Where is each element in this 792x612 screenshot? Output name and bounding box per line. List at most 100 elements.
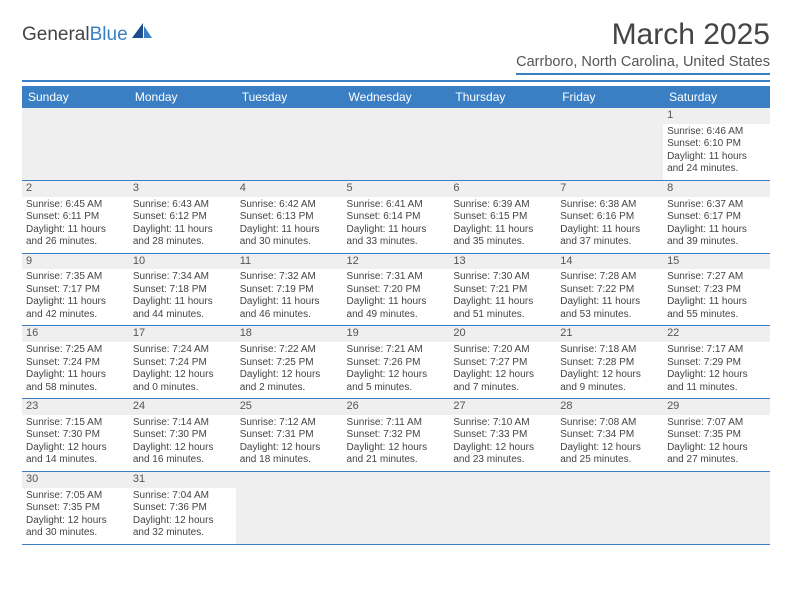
sunrise-text: Sunrise: 7:04 AM: [133, 490, 232, 503]
day-cell: 16Sunrise: 7:25 AMSunset: 7:24 PMDayligh…: [22, 326, 129, 399]
day-cell: 1Sunrise: 6:46 AMSunset: 6:10 PMDaylight…: [663, 108, 770, 180]
sunset-text: Sunset: 7:19 PM: [240, 284, 339, 297]
sunset-text: Sunset: 7:18 PM: [133, 284, 232, 297]
sunrise-text: Sunrise: 7:35 AM: [26, 271, 125, 284]
daylight-text: Daylight: 11 hours and 37 minutes.: [560, 224, 659, 249]
day-cell: [556, 471, 663, 544]
day-cell: 25 Sunrise: 7:12 AMSunset: 7:31 PMDayligh…: [236, 399, 343, 472]
sunset-text: Sunset: 7:28 PM: [560, 357, 659, 370]
day-header: Friday: [556, 86, 663, 108]
week-row: 9Sunrise: 7:35 AMSunset: 7:17 PMDaylight…: [22, 253, 770, 326]
day-number: 30: [22, 472, 129, 488]
daylight-text: Daylight: 11 hours and 28 minutes.: [133, 224, 232, 249]
day-number: 1: [663, 108, 770, 124]
sunrise-text: Sunrise: 7:27 AM: [667, 271, 766, 284]
day-number: 7: [556, 181, 663, 197]
day-cell: [663, 471, 770, 544]
day-header: Tuesday: [236, 86, 343, 108]
logo: GeneralBlue: [22, 24, 153, 46]
sunrise-text: Sunrise: 7:22 AM: [240, 344, 339, 357]
title-block: March 2025 Carrboro, North Carolina, Uni…: [516, 18, 770, 75]
daylight-text: Daylight: 12 hours and 14 minutes.: [26, 442, 125, 467]
daylight-text: Daylight: 11 hours and 26 minutes.: [26, 224, 125, 249]
day-cell: [449, 108, 556, 180]
daylight-text: Daylight: 12 hours and 11 minutes.: [667, 369, 766, 394]
daylight-text: Daylight: 12 hours and 7 minutes.: [453, 369, 552, 394]
daylight-text: Daylight: 12 hours and 2 minutes.: [240, 369, 339, 394]
sunset-text: Sunset: 7:30 PM: [133, 429, 232, 442]
day-header: Monday: [129, 86, 236, 108]
logo-word2: Blue: [90, 24, 128, 45]
sunrise-text: Sunrise: 6:37 AM: [667, 199, 766, 212]
sunset-text: Sunset: 7:24 PM: [133, 357, 232, 370]
sunset-text: Sunset: 7:31 PM: [240, 429, 339, 442]
sunset-text: Sunset: 7:35 PM: [667, 429, 766, 442]
day-cell: 6Sunrise: 6:39 AMSunset: 6:15 PMDaylight…: [449, 180, 556, 253]
week-row: 1Sunrise: 6:46 AMSunset: 6:10 PMDaylight…: [22, 108, 770, 180]
daylight-text: Daylight: 11 hours and 55 minutes.: [667, 296, 766, 321]
daylight-text: Daylight: 12 hours and 23 minutes.: [453, 442, 552, 467]
sunrise-text: Sunrise: 7:25 AM: [26, 344, 125, 357]
sunset-text: Sunset: 7:33 PM: [453, 429, 552, 442]
sunrise-text: Sunrise: 6:46 AM: [667, 126, 766, 139]
sunrise-text: Sunrise: 7:05 AM: [26, 490, 125, 503]
sunset-text: Sunset: 6:16 PM: [560, 211, 659, 224]
day-cell: 7Sunrise: 6:38 AMSunset: 6:16 PMDaylight…: [556, 180, 663, 253]
day-number: 3: [129, 181, 236, 197]
sunrise-text: Sunrise: 6:42 AM: [240, 199, 339, 212]
day-cell: 24Sunrise: 7:14 AMSunset: 7:30 PMDayligh…: [129, 399, 236, 472]
sunrise-text: Sunrise: 6:45 AM: [26, 199, 125, 212]
day-number: 23: [22, 399, 129, 415]
sunset-text: Sunset: 7:24 PM: [26, 357, 125, 370]
sunset-text: Sunset: 7:26 PM: [347, 357, 446, 370]
sunset-text: Sunset: 7:32 PM: [347, 429, 446, 442]
day-number: 26: [343, 399, 450, 415]
day-cell: 26Sunrise: 7:11 AMSunset: 7:32 PMDayligh…: [343, 399, 450, 472]
daylight-text: Daylight: 11 hours and 44 minutes.: [133, 296, 232, 321]
sunrise-text: Sunrise: 7:11 AM: [347, 417, 446, 430]
sunrise-text: Sunrise: 7:14 AM: [133, 417, 232, 430]
day-cell: 20Sunrise: 7:20 AMSunset: 7:27 PMDayligh…: [449, 326, 556, 399]
daylight-text: Daylight: 12 hours and 16 minutes.: [133, 442, 232, 467]
sunrise-text: Sunrise: 7:12 AM: [240, 417, 339, 430]
day-number: 25: [236, 399, 343, 415]
day-cell: 28Sunrise: 7:08 AMSunset: 7:34 PMDayligh…: [556, 399, 663, 472]
daylight-text: Daylight: 12 hours and 25 minutes.: [560, 442, 659, 467]
day-header: Sunday: [22, 86, 129, 108]
day-number: 16: [22, 326, 129, 342]
day-header-row: Sunday Monday Tuesday Wednesday Thursday…: [22, 86, 770, 108]
day-cell: 11Sunrise: 7:32 AMSunset: 7:19 PMDayligh…: [236, 253, 343, 326]
sunset-text: Sunset: 7:34 PM: [560, 429, 659, 442]
day-number: 11: [236, 254, 343, 270]
day-cell: 21Sunrise: 7:18 AMSunset: 7:28 PMDayligh…: [556, 326, 663, 399]
header: GeneralBlue March 2025 Carrboro, North C…: [22, 18, 770, 75]
daylight-text: Daylight: 12 hours and 18 minutes.: [240, 442, 339, 467]
day-cell: [449, 471, 556, 544]
day-number: 12: [343, 254, 450, 270]
sunset-text: Sunset: 7:22 PM: [560, 284, 659, 297]
day-cell: [343, 471, 450, 544]
sunset-text: Sunset: 6:15 PM: [453, 211, 552, 224]
sunset-text: Sunset: 7:35 PM: [26, 502, 125, 515]
daylight-text: Daylight: 12 hours and 27 minutes.: [667, 442, 766, 467]
day-header: Saturday: [663, 86, 770, 108]
week-row: 23Sunrise: 7:15 AMSunset: 7:30 PMDayligh…: [22, 399, 770, 472]
calendar-table: Sunday Monday Tuesday Wednesday Thursday…: [22, 86, 770, 545]
day-cell: 9Sunrise: 7:35 AMSunset: 7:17 PMDaylight…: [22, 253, 129, 326]
day-number: 13: [449, 254, 556, 270]
day-cell: [236, 471, 343, 544]
sunset-text: Sunset: 6:12 PM: [133, 211, 232, 224]
day-cell: [236, 108, 343, 180]
day-cell: 29Sunrise: 7:07 AMSunset: 7:35 PMDayligh…: [663, 399, 770, 472]
day-number: 27: [449, 399, 556, 415]
daylight-text: Daylight: 12 hours and 32 minutes.: [133, 515, 232, 540]
sunset-text: Sunset: 6:11 PM: [26, 211, 125, 224]
header-rule: [22, 80, 770, 82]
day-cell: 13Sunrise: 7:30 AMSunset: 7:21 PMDayligh…: [449, 253, 556, 326]
day-number: 8: [663, 181, 770, 197]
week-row: 2Sunrise: 6:45 AMSunset: 6:11 PMDaylight…: [22, 180, 770, 253]
sunset-text: Sunset: 7:29 PM: [667, 357, 766, 370]
day-number: 18: [236, 326, 343, 342]
sunrise-text: Sunrise: 6:39 AM: [453, 199, 552, 212]
sunset-text: Sunset: 7:20 PM: [347, 284, 446, 297]
